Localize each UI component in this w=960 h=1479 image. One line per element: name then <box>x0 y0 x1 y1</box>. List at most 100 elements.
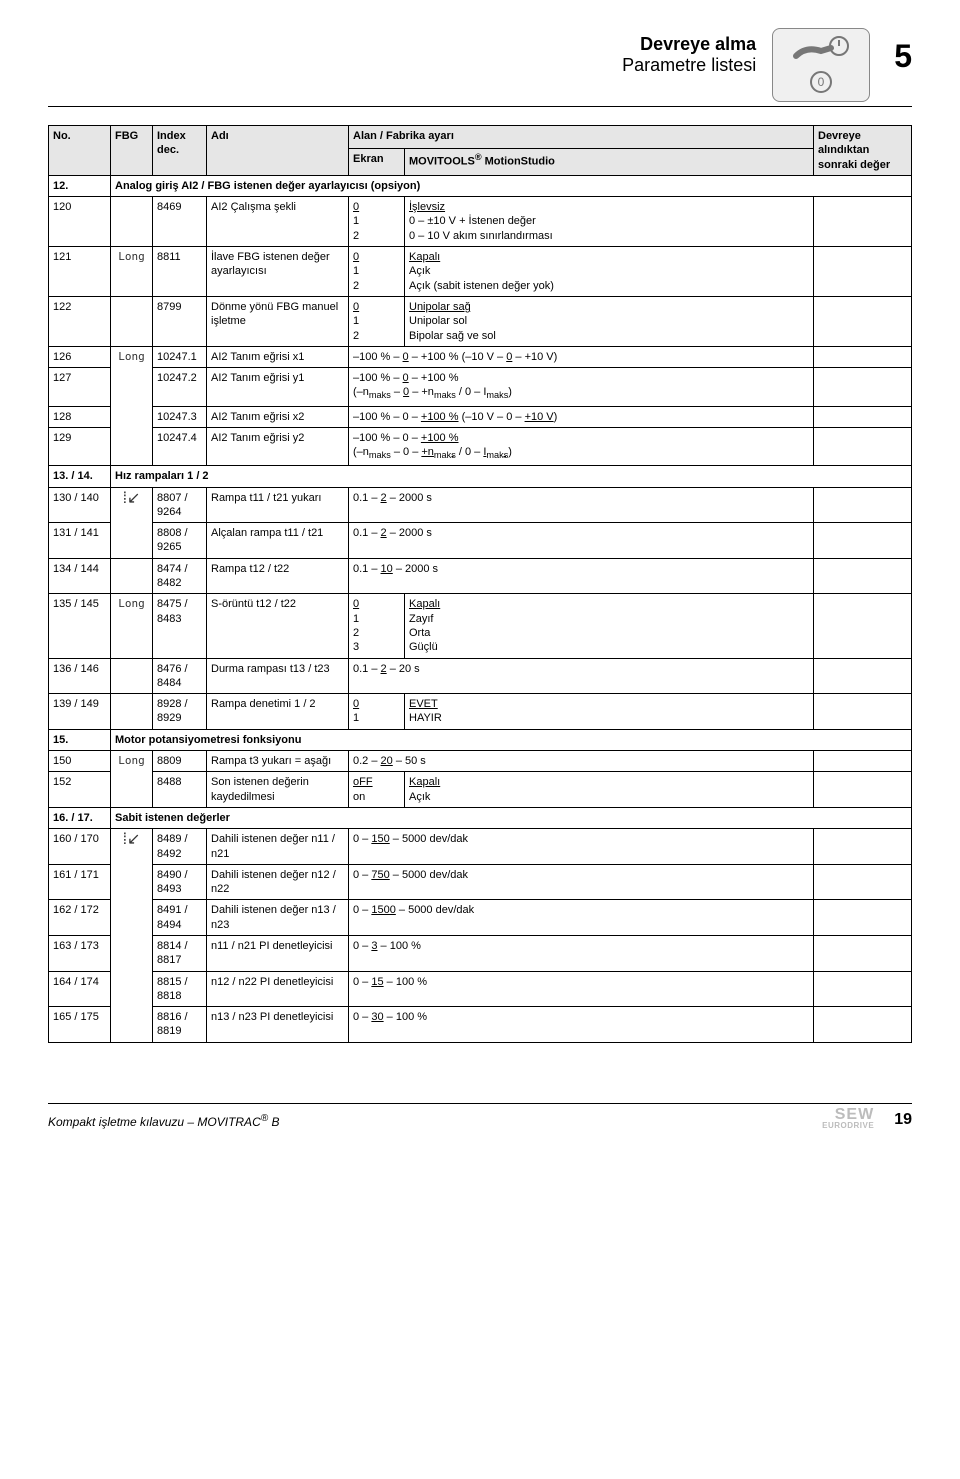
c-mv: KapalıAçıkAçık (sabit istenen değer yok) <box>405 247 814 297</box>
c-name: Rampa denetimi 1 / 2 <box>207 694 349 730</box>
c-last <box>814 971 912 1007</box>
c-last <box>814 658 912 694</box>
c-idx: 8474 / 8482 <box>153 558 207 594</box>
c-last <box>814 427 912 465</box>
c-mv: –100 % – 0 – +100 %(–nmaks – 0 – +nmaks … <box>349 427 814 465</box>
c-idx: 8928 / 8929 <box>153 694 207 730</box>
c-mv: 0.1 – 10 – 2000 s <box>349 558 814 594</box>
th-ekran: Ekran <box>349 149 405 175</box>
c-no: 126 <box>49 346 111 367</box>
c-name: Rampa t3 yukarı = aşağı <box>207 751 349 772</box>
c-no: 163 / 173 <box>49 935 111 971</box>
row-161: 161 / 171 8490 / 8493 Dahili istenen değ… <box>49 864 912 900</box>
c-no: 131 / 141 <box>49 523 111 559</box>
th-no: No. <box>49 126 111 176</box>
c-idx: 8816 / 8819 <box>153 1007 207 1043</box>
c-last <box>814 829 912 865</box>
c-no: 129 <box>49 427 111 465</box>
c-fbg <box>111 658 153 694</box>
c-idx: 8475 / 8483 <box>153 594 207 658</box>
header-icon: 0 <box>772 28 870 102</box>
c-ek: 012 <box>349 197 405 247</box>
c-idx: 10247.2 <box>153 368 207 406</box>
c-fbg <box>111 197 153 247</box>
section-13-title: Hız rampaları 1 / 2 <box>111 466 912 487</box>
c-name: Alçalan rampa t11 / t21 <box>207 523 349 559</box>
c-mv: KapalıAçık <box>405 772 814 808</box>
c-name: Dahili istenen değer n12 / n22 <box>207 864 349 900</box>
c-ek: 01 <box>349 694 405 730</box>
c-name: n12 / n22 PI denetleyicisi <box>207 971 349 1007</box>
c-no: 128 <box>49 406 111 427</box>
footer-text: Kompakt işletme kılavuzu – MOVITRAC® B <box>48 1113 279 1129</box>
section-15: 15. Motor potansiyometresi fonksiyonu <box>49 729 912 750</box>
c-idx: 8799 <box>153 296 207 346</box>
c-no: 120 <box>49 197 111 247</box>
c-last <box>814 751 912 772</box>
svg-text:0: 0 <box>818 75 825 89</box>
c-fbg: Long <box>111 346 153 465</box>
row-122: 122 8799 Dönme yönü FBG manuel işletme 0… <box>49 296 912 346</box>
footer-page: 19 <box>894 1111 912 1129</box>
table-header-row: No. FBG Index dec. Adı Alan / Fabrika ay… <box>49 126 912 149</box>
row-152: 152 8488 Son istenen değerin kaydedilmes… <box>49 772 912 808</box>
row-127: 127 10247.2 AI2 Tanım eğrisi y1 –100 % –… <box>49 368 912 406</box>
c-mv: –100 % – 0 – +100 % (–10 V – 0 – +10 V) <box>349 346 814 367</box>
c-no: 165 / 175 <box>49 1007 111 1043</box>
c-idx: 10247.1 <box>153 346 207 367</box>
c-name: AI2 Tanım eğrisi x1 <box>207 346 349 367</box>
c-ek: 0123 <box>349 594 405 658</box>
section-13-no: 13. / 14. <box>49 466 111 487</box>
c-last <box>814 368 912 406</box>
section-16-no: 16. / 17. <box>49 807 111 828</box>
c-last <box>814 406 912 427</box>
section-12-title: Analog giriş AI2 / FBG istenen değer aya… <box>111 175 912 196</box>
parameter-table: No. FBG Index dec. Adı Alan / Fabrika ay… <box>48 125 912 1043</box>
c-fbg <box>111 558 153 594</box>
c-name: Rampa t12 / t22 <box>207 558 349 594</box>
c-name: n11 / n21 PI denetleyicisi <box>207 935 349 971</box>
c-idx: 8469 <box>153 197 207 247</box>
row-131: 131 / 141 8808 / 9265 Alçalan rampa t11 … <box>49 523 912 559</box>
c-name: Dahili istenen değer n11 / n21 <box>207 829 349 865</box>
c-last <box>814 900 912 936</box>
row-150: 150 Long 8809 Rampa t3 yukarı = aşağı 0.… <box>49 751 912 772</box>
c-last <box>814 594 912 658</box>
c-no: 127 <box>49 368 111 406</box>
section-12-no: 12. <box>49 175 111 196</box>
c-idx: 8489 / 8492 <box>153 829 207 865</box>
c-idx: 8814 / 8817 <box>153 935 207 971</box>
chapter-number: 5 <box>894 38 912 75</box>
sew-logo: SEW EURODRIVE <box>822 1108 874 1130</box>
c-idx: 10247.3 <box>153 406 207 427</box>
c-name: Son istenen değerin kaydedilmesi <box>207 772 349 808</box>
row-164: 164 / 174 8815 / 8818 n12 / n22 PI denet… <box>49 971 912 1007</box>
c-fbg: ⁞↙ <box>111 487 153 558</box>
c-no: 121 <box>49 247 111 297</box>
header-title-sub: Parametre listesi <box>622 55 756 76</box>
section-15-no: 15. <box>49 729 111 750</box>
th-name: Adı <box>207 126 349 176</box>
c-fbg: Long <box>111 751 153 808</box>
c-mv: 0.1 – 2 – 2000 s <box>349 523 814 559</box>
c-last <box>814 523 912 559</box>
c-last <box>814 197 912 247</box>
c-last <box>814 935 912 971</box>
c-idx: 8807 / 9264 <box>153 487 207 523</box>
c-mv: Unipolar sağUnipolar solBipolar sağ ve s… <box>405 296 814 346</box>
row-165: 165 / 175 8816 / 8819 n13 / n23 PI denet… <box>49 1007 912 1043</box>
section-12: 12. Analog giriş AI2 / FBG istenen değer… <box>49 175 912 196</box>
c-no: 152 <box>49 772 111 808</box>
section-15-title: Motor potansiyometresi fonksiyonu <box>111 729 912 750</box>
c-fbg <box>111 694 153 730</box>
c-idx: 8811 <box>153 247 207 297</box>
c-no: 162 / 172 <box>49 900 111 936</box>
c-no: 135 / 145 <box>49 594 111 658</box>
c-last <box>814 558 912 594</box>
c-idx: 10247.4 <box>153 427 207 465</box>
c-name: AI2 Tanım eğrisi y2 <box>207 427 349 465</box>
c-name: Dahili istenen değer n13 / n23 <box>207 900 349 936</box>
row-163: 163 / 173 8814 / 8817 n11 / n21 PI denet… <box>49 935 912 971</box>
c-no: 139 / 149 <box>49 694 111 730</box>
c-ek: oFFon <box>349 772 405 808</box>
